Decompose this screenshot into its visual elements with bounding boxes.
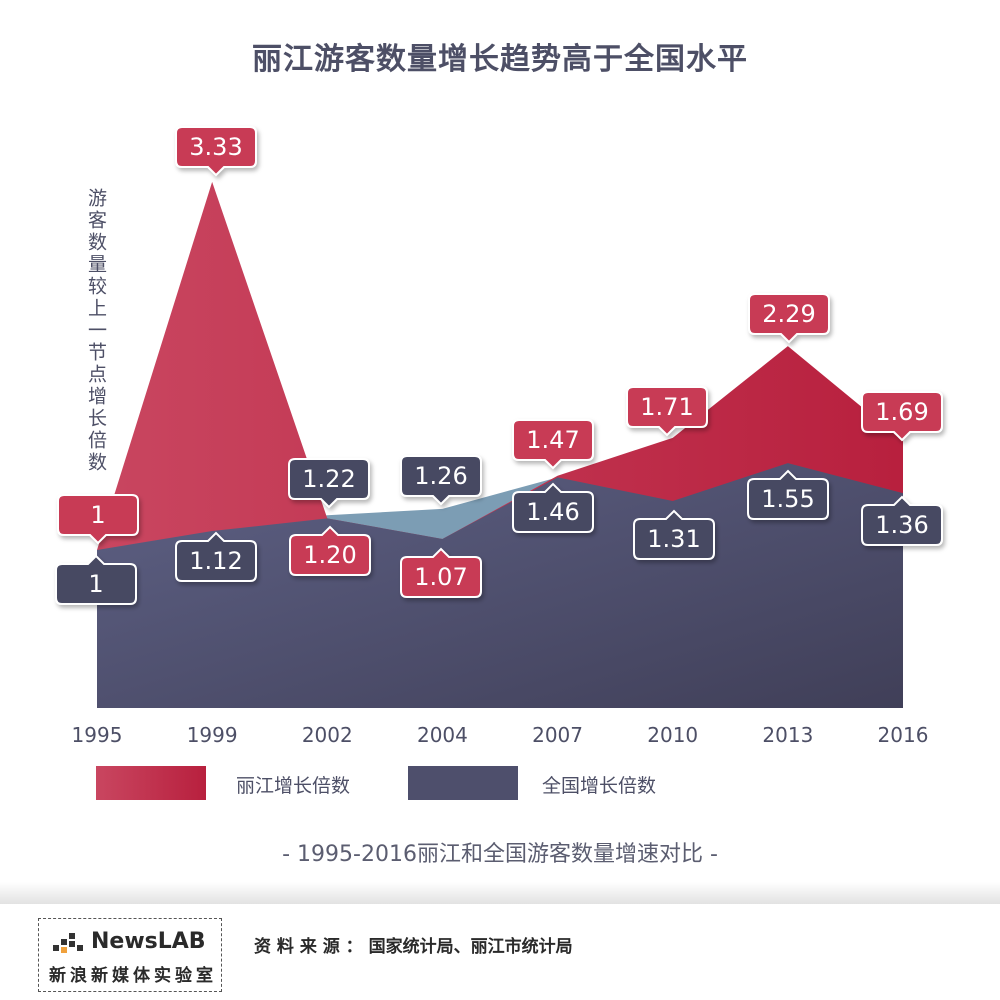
lijiang-data-label: 2.29 [748, 293, 830, 344]
lijiang-label-bubble [400, 547, 482, 598]
national-label-text: 1.26 [414, 462, 467, 490]
national-label-text: 1.31 [647, 525, 700, 553]
x-tick-label: 2007 [532, 723, 583, 747]
lijiang-data-label: 1.20 [289, 525, 371, 576]
lijiang-data-label: 1.71 [626, 386, 708, 437]
national-data-label: 1.26 [400, 455, 482, 506]
x-tick-label: 2016 [878, 723, 929, 747]
footer: NewsLAB 新浪新媒体实验室 资 料 来 源 ： 国家统计局、丽江市统计局 [0, 904, 1000, 1000]
x-tick-label: 1995 [72, 723, 123, 747]
legend-swatch-national [408, 766, 518, 800]
national-data-label: 1.22 [288, 458, 370, 509]
logo-brand-text: NewsLAB [91, 929, 206, 954]
x-tick-label: 2013 [762, 723, 813, 747]
national-label-text: 1.36 [875, 511, 928, 539]
lijiang-label-text: 1.20 [303, 541, 356, 569]
legend-label-lijiang: 丽江增长倍数 [236, 775, 351, 797]
data-source: 资 料 来 源 ： 国家统计局、丽江市统计局 [254, 937, 573, 957]
lijiang-label-bubble [512, 419, 594, 470]
lijiang-label-text: 3.33 [189, 133, 242, 161]
x-tick-label: 2004 [417, 723, 468, 747]
lijiang-label-text: 1.71 [640, 393, 693, 421]
lijiang-label-text: 2.29 [762, 300, 815, 328]
national-data-label: 1.46 [512, 482, 594, 533]
national-data-label: 1.55 [747, 469, 829, 520]
footer-shadow [0, 882, 1000, 904]
lijiang-label-text: 1 [90, 501, 105, 529]
area-chart: 1 1.12 1.22 1.26 1.46 1.31 1.55 1.36 1 3.33 1.20 1.… [55, 126, 943, 747]
lijiang-data-label: 1.07 [400, 547, 482, 598]
national-label-text: 1.55 [761, 485, 814, 513]
legend-label-national: 全国增长倍数 [542, 775, 657, 797]
lijiang-data-label: 1 [57, 494, 139, 545]
lijiang-data-label: 1.47 [512, 419, 594, 470]
legend-swatch-lijiang [96, 766, 206, 800]
chart-caption: - 1995-2016丽江和全国游客数量增速对比 - [282, 842, 718, 867]
national-data-label: 1.36 [861, 495, 943, 546]
pixel-logo-icon [53, 933, 83, 953]
national-label-bubble [633, 509, 715, 560]
lijiang-label-text: 1.47 [526, 426, 579, 454]
national-label-text: 1.22 [302, 465, 355, 493]
national-label-text: 1.46 [526, 498, 579, 526]
national-data-label: 1 [55, 554, 137, 605]
national-label-bubble [400, 455, 482, 506]
x-tick-label: 2002 [302, 723, 353, 747]
lijiang-label-bubble [861, 391, 943, 442]
lijiang-label-bubble [289, 525, 371, 576]
national-label-bubble [288, 458, 370, 509]
national-label-text: 1 [88, 570, 103, 598]
lijiang-label-bubble [748, 293, 830, 344]
national-data-label: 1.31 [633, 509, 715, 560]
national-label-bubble [747, 469, 829, 520]
lijiang-label-text: 1.69 [875, 398, 928, 426]
lijiang-label-text: 1.07 [414, 563, 467, 591]
lijiang-label-bubble [175, 126, 257, 177]
chart-title: 丽江游客数量增长趋势高于全国水平 [252, 42, 748, 77]
national-label-bubble [55, 554, 137, 605]
national-label-text: 1.12 [189, 547, 242, 575]
national-data-label: 1.12 [175, 531, 257, 582]
lijiang-label-bubble [626, 386, 708, 437]
x-tick-label: 1999 [187, 723, 238, 747]
logo-subtitle: 新浪新媒体实验室 [49, 966, 217, 986]
lijiang-label-bubble [57, 494, 139, 545]
national-label-bubble [861, 495, 943, 546]
national-label-bubble [512, 482, 594, 533]
lijiang-data-label: 1.69 [861, 391, 943, 442]
x-tick-label: 2010 [647, 723, 698, 747]
y-axis-label: 游客数量较上一节点增长倍数 [85, 188, 107, 474]
national-label-bubble [175, 531, 257, 582]
newslab-logo: NewsLAB 新浪新媒体实验室 [38, 918, 222, 992]
lijiang-data-label: 3.33 [175, 126, 257, 177]
